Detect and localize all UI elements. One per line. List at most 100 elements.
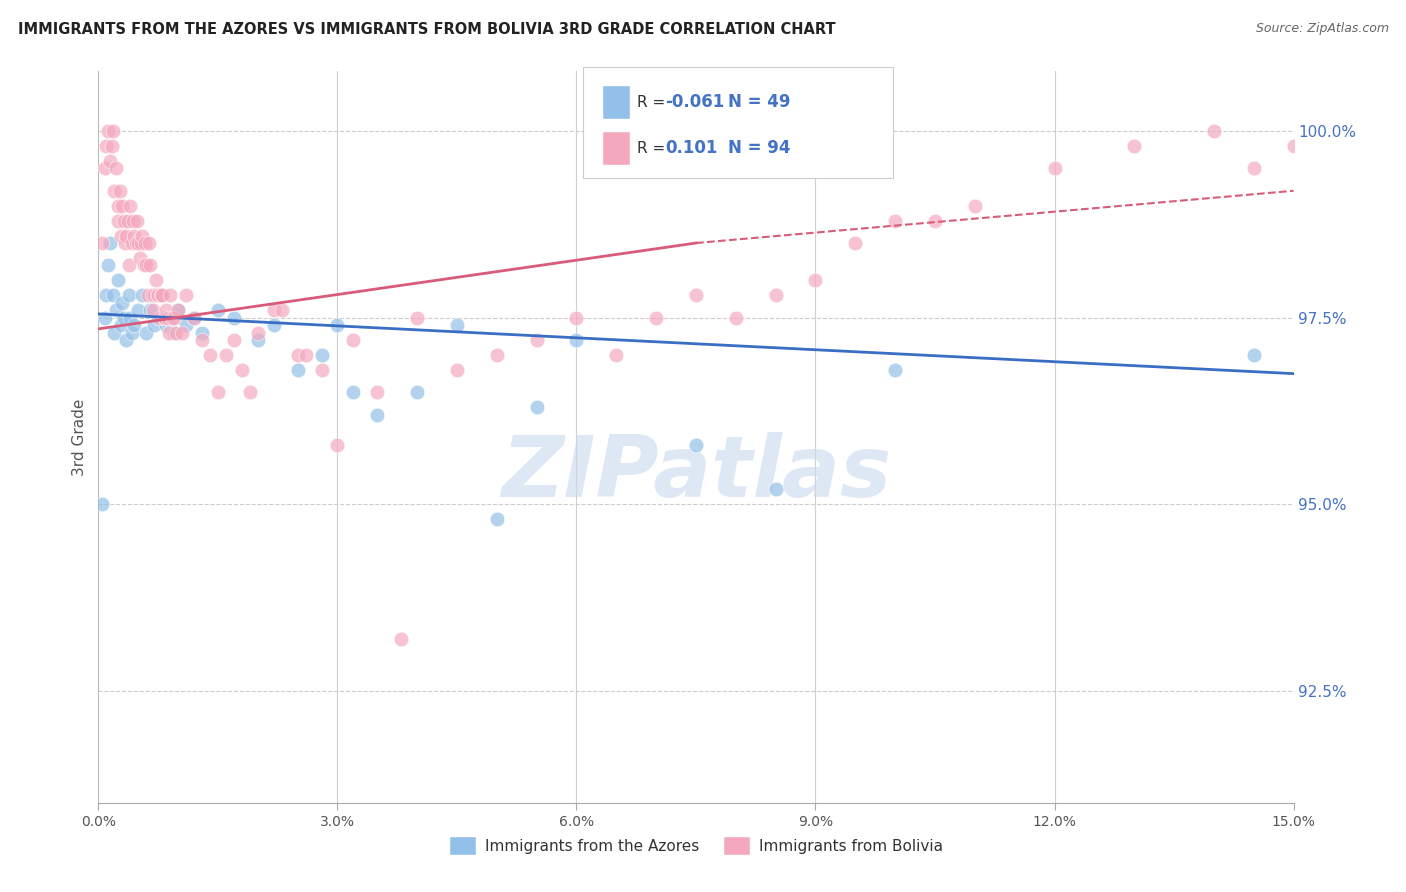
Point bbox=[342, 385, 364, 400]
Point bbox=[565, 310, 588, 325]
Point bbox=[174, 288, 197, 302]
Point bbox=[120, 310, 142, 325]
Point bbox=[155, 318, 177, 332]
Point bbox=[143, 288, 166, 302]
Point bbox=[222, 310, 245, 325]
Point bbox=[94, 161, 117, 176]
Legend: Immigrants from the Azores, Immigrants from Bolivia: Immigrants from the Azores, Immigrants f… bbox=[443, 830, 949, 861]
Point bbox=[526, 401, 548, 415]
Text: R =: R = bbox=[637, 95, 671, 110]
Point bbox=[110, 228, 132, 243]
Point bbox=[132, 259, 155, 273]
Point bbox=[103, 184, 125, 198]
Point bbox=[287, 363, 309, 377]
Point bbox=[115, 333, 138, 347]
Text: 0.101: 0.101 bbox=[665, 139, 717, 157]
Point bbox=[112, 310, 135, 325]
Point bbox=[765, 288, 787, 302]
Point bbox=[685, 288, 707, 302]
Point bbox=[134, 235, 156, 250]
Point bbox=[127, 303, 149, 318]
Point bbox=[112, 213, 135, 227]
Point bbox=[183, 310, 205, 325]
Point bbox=[526, 333, 548, 347]
Point bbox=[183, 310, 205, 325]
Point bbox=[139, 259, 162, 273]
Point bbox=[115, 228, 138, 243]
Point bbox=[98, 235, 122, 250]
Point bbox=[166, 326, 188, 340]
Point bbox=[1243, 161, 1265, 176]
Point bbox=[127, 235, 149, 250]
Point bbox=[389, 632, 412, 646]
Point bbox=[135, 259, 157, 273]
Point bbox=[311, 363, 333, 377]
Point bbox=[724, 310, 747, 325]
Point bbox=[120, 199, 142, 213]
Point bbox=[406, 310, 429, 325]
Y-axis label: 3rd Grade: 3rd Grade bbox=[72, 399, 87, 475]
Point bbox=[148, 310, 170, 325]
Point bbox=[135, 326, 157, 340]
Point bbox=[246, 326, 269, 340]
Point bbox=[1202, 124, 1225, 138]
Point bbox=[91, 497, 114, 511]
Point bbox=[239, 385, 262, 400]
Point bbox=[263, 303, 285, 318]
Point bbox=[287, 348, 309, 362]
Point bbox=[326, 437, 349, 451]
Point bbox=[263, 318, 285, 332]
Point bbox=[136, 288, 159, 302]
Point bbox=[485, 348, 508, 362]
Point bbox=[118, 259, 141, 273]
Point bbox=[366, 408, 388, 422]
Point bbox=[125, 213, 148, 227]
Point bbox=[565, 333, 588, 347]
Point bbox=[148, 288, 170, 302]
Point bbox=[150, 288, 173, 302]
Point bbox=[142, 303, 165, 318]
Point bbox=[342, 333, 364, 347]
Point bbox=[159, 288, 181, 302]
Point bbox=[1043, 161, 1066, 176]
Point bbox=[107, 199, 129, 213]
Point bbox=[117, 213, 139, 227]
Point bbox=[131, 228, 153, 243]
Point bbox=[149, 310, 172, 325]
Point bbox=[446, 318, 468, 332]
Point bbox=[153, 310, 176, 325]
Point bbox=[145, 273, 167, 287]
Text: Source: ZipAtlas.com: Source: ZipAtlas.com bbox=[1256, 22, 1389, 36]
Point bbox=[605, 348, 627, 362]
Point bbox=[167, 303, 190, 318]
Text: N = 94: N = 94 bbox=[728, 139, 790, 157]
Point bbox=[97, 124, 120, 138]
Point bbox=[107, 273, 129, 287]
Point bbox=[191, 333, 214, 347]
Point bbox=[406, 385, 429, 400]
Point bbox=[104, 303, 127, 318]
Point bbox=[963, 199, 986, 213]
Point bbox=[111, 199, 134, 213]
Point bbox=[107, 213, 129, 227]
Point bbox=[118, 288, 141, 302]
Point bbox=[191, 326, 214, 340]
Point bbox=[103, 326, 125, 340]
Point bbox=[104, 161, 127, 176]
Point bbox=[685, 437, 707, 451]
Point bbox=[163, 326, 186, 340]
Point bbox=[124, 228, 146, 243]
Point bbox=[884, 213, 907, 227]
Point bbox=[98, 153, 122, 168]
Point bbox=[485, 512, 508, 526]
Point bbox=[143, 318, 166, 332]
Point bbox=[152, 310, 174, 325]
Point bbox=[125, 235, 148, 250]
Point bbox=[139, 303, 162, 318]
Point bbox=[1282, 139, 1305, 153]
Point bbox=[645, 310, 668, 325]
Point bbox=[121, 326, 143, 340]
Point bbox=[141, 288, 163, 302]
Point bbox=[101, 139, 124, 153]
Point bbox=[311, 348, 333, 362]
